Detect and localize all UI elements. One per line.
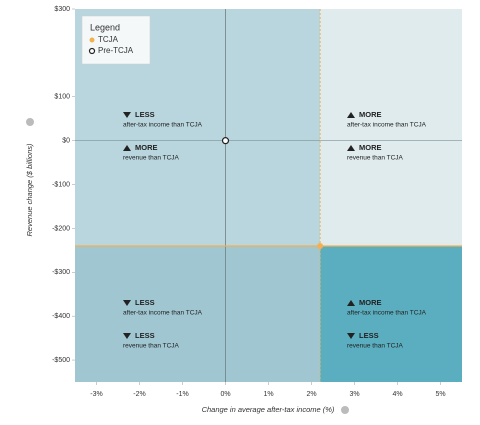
quadrant-word: LESS <box>135 110 155 119</box>
arrow-icon <box>347 145 355 151</box>
quadrant-word: LESS <box>359 331 379 340</box>
quadrant-text: revenue than TCJA <box>347 155 404 162</box>
y-tick-label: -$200 <box>52 225 70 232</box>
quadrant-text: after-tax income than TCJA <box>347 122 427 129</box>
y-tick-label: -$100 <box>52 181 70 188</box>
legend-title: Legend <box>90 22 120 32</box>
x-tick-label: -1% <box>176 391 188 398</box>
x-tick-label: 5% <box>435 391 445 398</box>
y-tick-label: -$300 <box>52 269 70 276</box>
quadrant-text: revenue than TCJA <box>123 155 180 162</box>
x-tick-label: -2% <box>133 391 145 398</box>
arrow-icon <box>347 300 355 306</box>
quadrant-word: LESS <box>135 298 155 307</box>
x-tick-label: -3% <box>90 391 102 398</box>
x-tick-label: 1% <box>263 391 273 398</box>
y-axis-title: Revenue change ($ billions) <box>25 143 34 236</box>
quadrant-text: revenue than TCJA <box>347 343 404 350</box>
point <box>317 242 324 249</box>
quadrant-text: after-tax income than TCJA <box>123 310 203 317</box>
x-tick-label: 2% <box>306 391 316 398</box>
x-tick-label: 4% <box>392 391 402 398</box>
point <box>221 137 230 145</box>
x-tick-label: 3% <box>349 391 359 398</box>
legend-label: TCJA <box>98 35 119 44</box>
quadrant <box>320 245 462 382</box>
quadrant-text: after-tax income than TCJA <box>123 122 203 129</box>
quadrant-word: MORE <box>135 143 158 152</box>
arrow-icon <box>123 333 131 339</box>
y-tick-label: $0 <box>62 137 70 144</box>
y-tick-label: $100 <box>54 94 70 101</box>
quadrant-word: LESS <box>135 331 155 340</box>
quadrant <box>75 245 321 382</box>
info-icon[interactable] <box>26 118 34 126</box>
legend-marker <box>89 37 95 43</box>
arrow-icon <box>123 300 131 306</box>
legend: Legend TCJA Pre-TCJA <box>81 15 151 65</box>
info-icon[interactable] <box>341 406 349 414</box>
quadrant <box>320 9 462 246</box>
x-tick-label: 0% <box>220 391 230 398</box>
arrow-icon <box>347 112 355 118</box>
y-tick-label: -$500 <box>52 357 70 364</box>
y-tick-label: $300 <box>54 6 70 13</box>
quadrant-text: after-tax income than TCJA <box>347 310 427 317</box>
y-tick-label: -$400 <box>52 313 70 320</box>
quadrant-text: revenue than TCJA <box>123 343 180 350</box>
legend-marker <box>88 47 96 55</box>
arrow-icon <box>123 112 131 118</box>
x-axis-title: Change in average after-tax income (%) <box>202 405 335 414</box>
quadrant-word: MORE <box>359 143 382 152</box>
quadrant-word: MORE <box>359 298 382 307</box>
quadrant-word: MORE <box>359 110 382 119</box>
arrow-icon <box>347 333 355 339</box>
legend-label: Pre-TCJA <box>98 46 134 55</box>
arrow-icon <box>123 145 131 151</box>
